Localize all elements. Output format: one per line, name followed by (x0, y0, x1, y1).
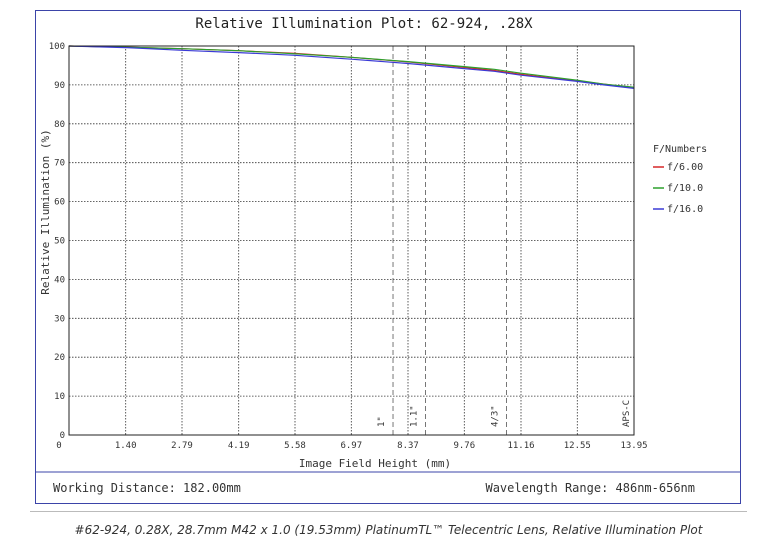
x-tick-label: 13.95 (620, 441, 647, 451)
x-tick-label: 2.79 (171, 441, 193, 451)
x-tick-label: 12.55 (564, 441, 591, 451)
x-tick-label: 1.40 (115, 441, 137, 451)
legend-label: f/10.0 (667, 183, 703, 194)
y-tick-label: 40 (54, 275, 65, 285)
sensor-marker-layer: 1" 1.1" 4/3" APS-C (377, 46, 632, 435)
series-line (68, 45, 635, 89)
y-tick-label: 70 (54, 159, 65, 169)
grid-layer (69, 46, 634, 435)
x-axis-label: Image Field Height (mm) (299, 457, 451, 470)
x-tick-label: 11.16 (507, 441, 534, 451)
y-tick-label: 60 (54, 198, 65, 208)
sensor-marker-label: 1.1" (409, 405, 419, 427)
wavelength-range-text: Wavelength Range: 486nm-656nm (485, 481, 695, 495)
y-tick-label: 80 (54, 120, 65, 130)
x-tick-label: 5.58 (284, 441, 306, 451)
y-tick-label: 0 (60, 431, 65, 441)
y-tick-label: 30 (54, 314, 65, 324)
axis-layer: 0 10 20 30 40 50 60 70 80 90 100 0 1.40 2.79 4.19 5.58 6… (49, 42, 648, 451)
chart-frame (35, 10, 741, 504)
y-tick-label: 10 (54, 392, 65, 402)
figure-caption: #62-924, 0.28X, 28.7mm M42 x 1.0 (19.53m… (74, 523, 703, 537)
caption-separator (30, 511, 747, 512)
x-tick-label: 9.76 (453, 441, 475, 451)
y-tick-label: 100 (49, 42, 65, 52)
series-line (68, 45, 635, 88)
x-tick-label: 6.97 (340, 441, 362, 451)
legend-label: f/6.00 (667, 162, 703, 173)
working-distance-text: Working Distance: 182.00mm (53, 481, 241, 495)
y-axis-label: Relative Illumination (%) (39, 129, 52, 295)
legend-label: f/16.0 (667, 204, 703, 215)
x-tick-label: 4.19 (228, 441, 250, 451)
y-tick-label: 20 (54, 353, 65, 363)
sensor-marker-label: 4/3" (490, 405, 500, 427)
plot-border (68, 45, 635, 436)
x-tick-label: 0 (56, 441, 61, 451)
chart-title: Relative Illumination Plot: 62-924, .28X (195, 16, 533, 32)
legend-title: F/Numbers (653, 144, 707, 155)
y-tick-label: 90 (54, 81, 65, 91)
y-tick-label: 50 (54, 237, 65, 247)
sensor-marker-label: APS-C (622, 400, 632, 427)
series-layer (68, 45, 635, 89)
legend: F/Numbers f/6.00 f/10.0 f/16.0 (653, 144, 707, 215)
x-tick-label: 8.37 (397, 441, 419, 451)
sensor-marker-label: 1" (377, 416, 387, 427)
